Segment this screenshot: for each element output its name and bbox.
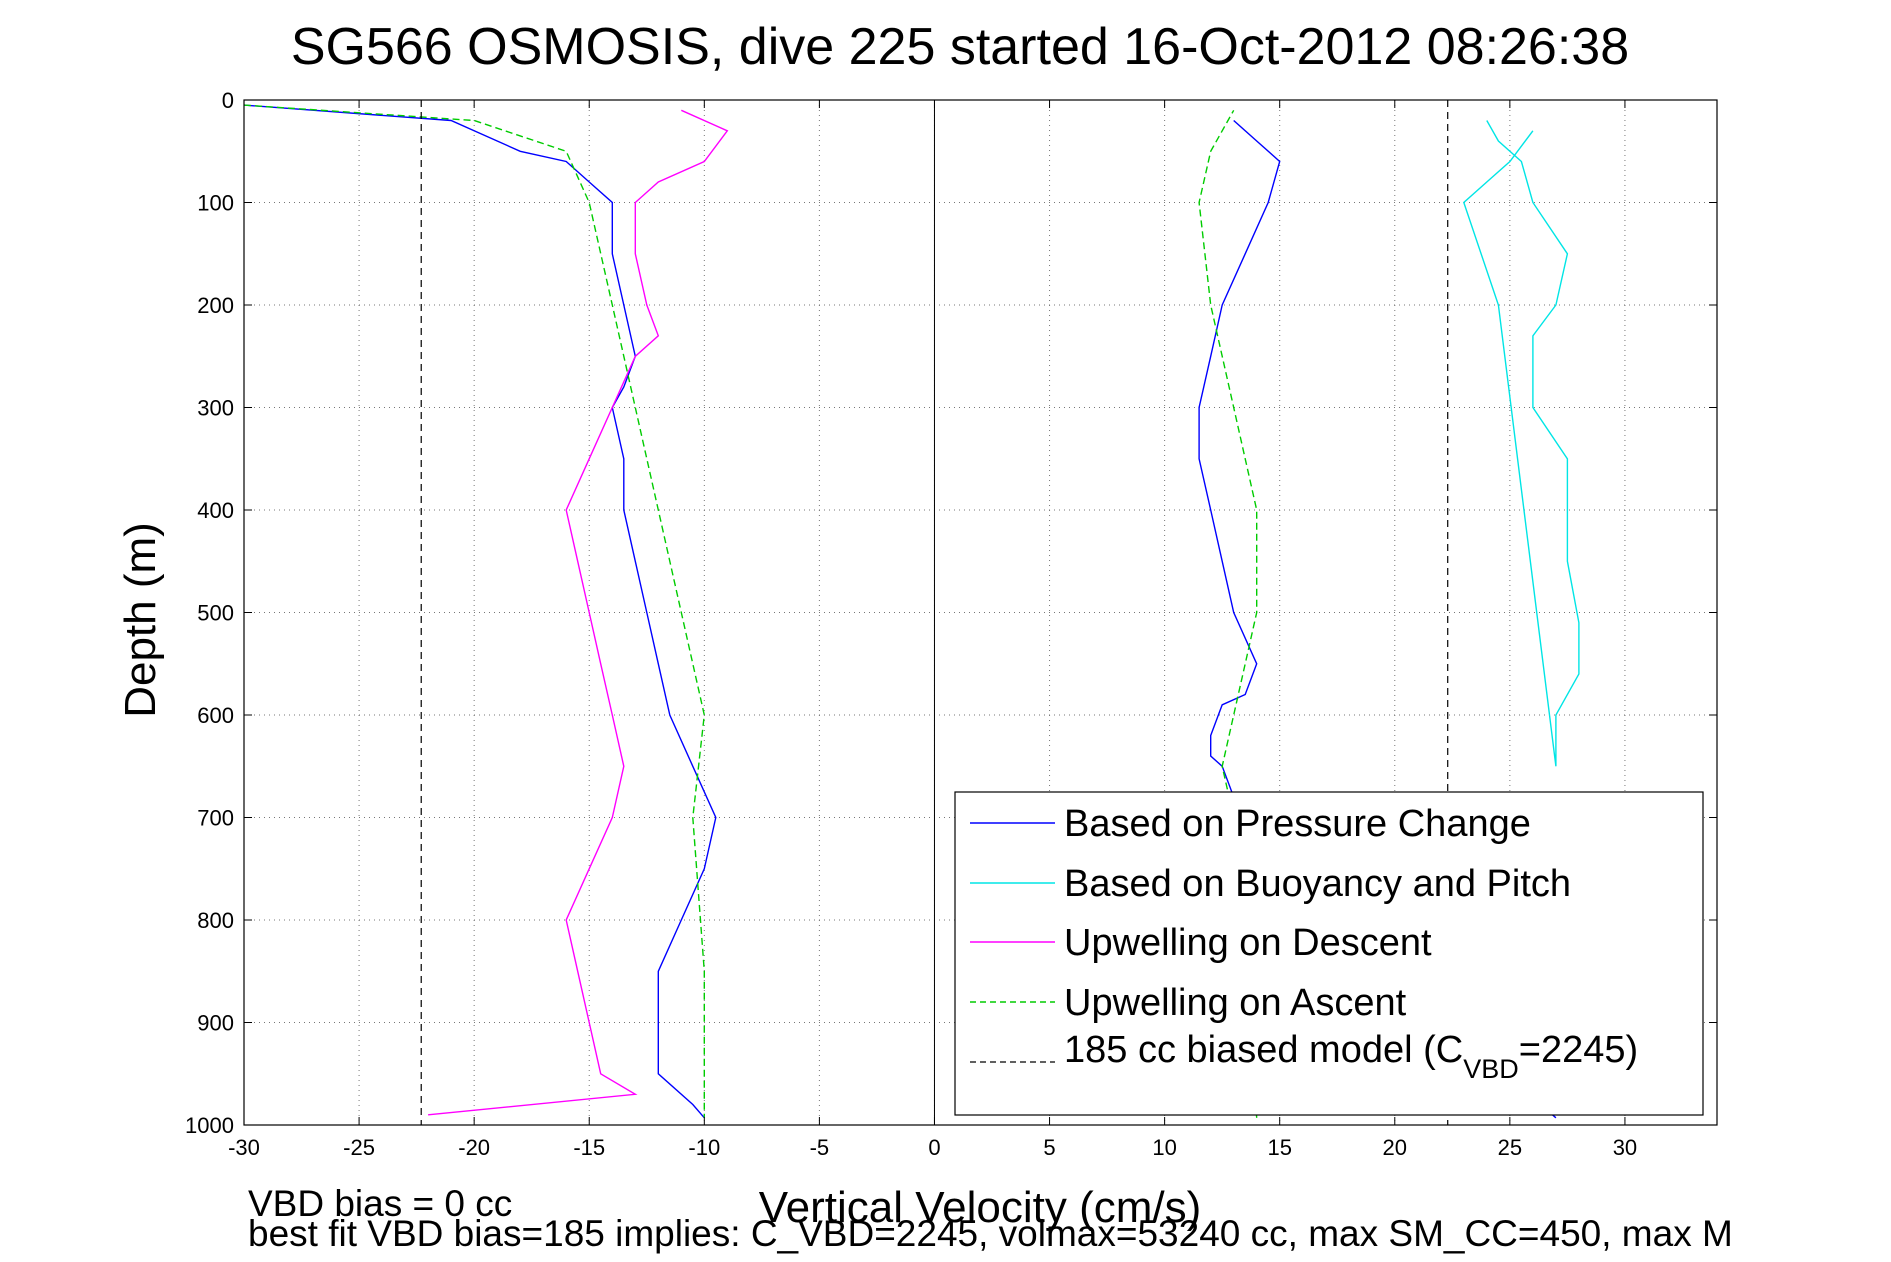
series-3-descent-line [243,104,706,1118]
y-tick-label: 0 [222,88,234,113]
x-tick-label: -20 [458,1135,490,1160]
legend-label-buoyancy: Based on Buoyancy and Pitch [1064,863,1571,905]
series-0-descent-line [243,104,717,1119]
x-tick-label: 15 [1267,1135,1291,1160]
series-1-ascent-line [1462,120,1580,767]
x-tick-label: -25 [343,1135,375,1160]
y-tick-label: 1000 [185,1113,234,1138]
x-tick-label: 25 [1498,1135,1522,1160]
x-tick-label: 20 [1383,1135,1407,1160]
y-tick-label: 600 [197,703,234,728]
legend-label-upwelling-descent: Upwelling on Descent [1064,922,1432,964]
footer-vbd-bias: VBD bias = 0 cc [248,1183,512,1224]
y-tick-label: 300 [197,396,234,421]
legend-box [954,791,1704,1116]
x-tick-label: -5 [810,1135,830,1160]
x-tick-label: 30 [1613,1135,1637,1160]
x-tick-label: -30 [228,1135,260,1160]
legend-label-upwelling-ascent: Upwelling on Ascent [1064,982,1407,1024]
x-tick-label: 0 [928,1135,940,1160]
series-0-ascent-line [1198,119,1557,1119]
y-tick-label: 800 [197,908,234,933]
series-3-ascent-line [1198,109,1258,1118]
x-tick-label: -10 [688,1135,720,1160]
y-tick-label: 400 [197,498,234,523]
chart-title: SG566 OSMOSIS, dive 225 started 16-Oct-2… [291,18,1629,76]
series-group [243,100,1580,1125]
legend: Based on Pressure Change Based on Buoyan… [954,791,1704,1116]
legend-biased-model-sub: VBD [1463,1054,1519,1084]
ticks: -30 -25 -20 -15 -10 -5 0 5 10 15 20 25 3001002003004… [185,88,1717,1160]
legend-biased-model-main: 185 cc biased model (C [1064,1029,1463,1071]
y-tick-label: 900 [197,1011,234,1036]
footer-best-fit: best fit VBD bias=185 implies: C_VBD=224… [248,1213,1733,1254]
y-tick-label: 500 [197,601,234,626]
legend-biased-model-suffix: =2245) [1519,1029,1638,1071]
legend-label-biased-model: 185 cc biased model (CVBD=2245) [1064,1029,1638,1084]
legend-label-pressure: Based on Pressure Change [1064,803,1531,845]
x-axis-label: Vertical Velocity (cm/s) [759,1183,1202,1232]
x-tick-label: -15 [573,1135,605,1160]
series-2-descent-line [428,109,729,1116]
x-tick-label: 5 [1043,1135,1055,1160]
y-axis-label: Depth (m) [116,522,165,718]
y-tick-label: 700 [197,806,234,831]
y-tick-label: 200 [197,293,234,318]
y-tick-label: 100 [197,191,234,216]
x-tick-label: 10 [1152,1135,1176,1160]
